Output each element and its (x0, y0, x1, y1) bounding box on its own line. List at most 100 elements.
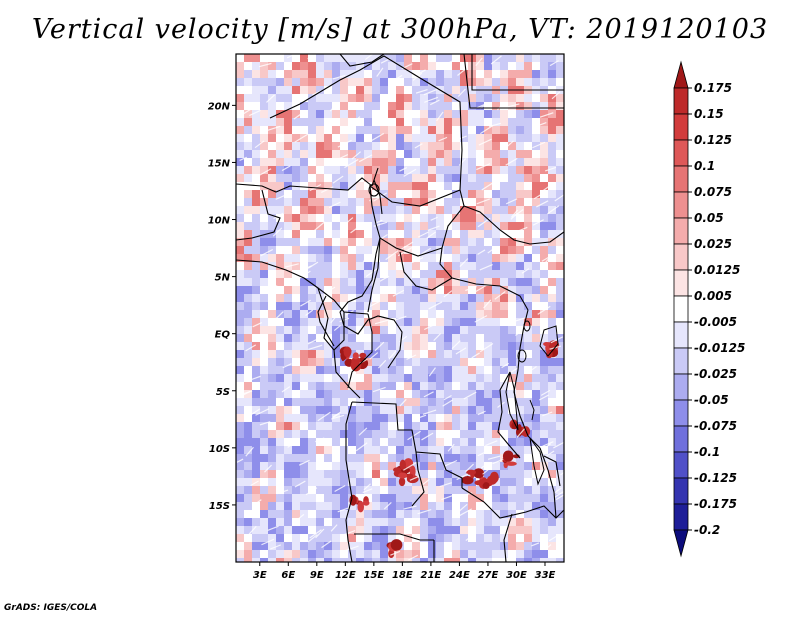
field-cell (388, 142, 399, 152)
field-cell (260, 382, 271, 391)
field-cell (260, 238, 271, 248)
field-cell (236, 182, 246, 192)
field-cell (484, 558, 494, 562)
field-cell (548, 102, 557, 112)
field-cell (460, 310, 471, 319)
field-streak (478, 138, 492, 146)
field-cell (340, 222, 350, 231)
field-cell (532, 118, 543, 129)
field-cell (412, 198, 423, 208)
field-cell (300, 478, 309, 489)
field-cell (268, 262, 279, 271)
field-cell (236, 350, 247, 361)
field-cell (532, 102, 542, 111)
field-cell (396, 110, 406, 121)
field-cell (260, 86, 271, 97)
field-cell (268, 462, 277, 472)
field-cell (460, 406, 469, 417)
field-cell (364, 118, 374, 127)
field-cell (252, 398, 263, 408)
field-cell (484, 118, 494, 129)
field-cell (412, 214, 422, 224)
field-streak (548, 534, 560, 542)
field-cell (340, 94, 351, 105)
field-cell (236, 254, 245, 264)
field-cell (556, 422, 564, 432)
field-cell (484, 158, 494, 167)
field-cell (300, 502, 309, 512)
field-cell (532, 54, 542, 63)
field-cell (540, 126, 549, 137)
field-cell (436, 206, 446, 215)
field-cell (396, 526, 407, 537)
field-cell (244, 382, 255, 393)
field-cell (516, 502, 525, 512)
field-cell (540, 206, 550, 217)
field-cell (524, 526, 533, 536)
field-cell (236, 358, 245, 367)
field-cell (516, 390, 527, 400)
field-cell (500, 238, 510, 247)
field-cell (388, 286, 399, 297)
field-cell (500, 430, 509, 439)
field-cell (460, 230, 470, 239)
field-cell (476, 414, 485, 423)
field-cell (316, 86, 327, 95)
field-cell (484, 54, 495, 65)
field-cell (404, 478, 415, 488)
field-cell (476, 302, 486, 311)
field-cell (276, 334, 286, 343)
colorbar-label: -0.125 (694, 471, 737, 485)
field-cell (252, 262, 262, 272)
field-cell (548, 150, 557, 159)
field-cell (444, 174, 455, 185)
field-cell (372, 406, 381, 415)
field-cell (492, 526, 501, 535)
field-cell (324, 318, 333, 329)
field-cell (548, 462, 559, 471)
field-cell (236, 102, 245, 113)
field-cell (492, 286, 503, 297)
field-cell (292, 462, 302, 472)
field-cell (260, 302, 271, 313)
field-cell (428, 374, 438, 385)
field-cell (284, 86, 295, 95)
field-cell (508, 126, 519, 137)
field-cell (268, 166, 277, 177)
field-cell (452, 142, 462, 152)
field-cell (484, 166, 493, 177)
field-streak (505, 157, 518, 166)
field-cell (316, 62, 326, 72)
field-cell (380, 270, 389, 279)
field-cell (276, 326, 286, 335)
field-cell (532, 350, 543, 360)
field-cell (404, 446, 414, 456)
field-cell (364, 502, 375, 513)
field-cell (500, 390, 509, 401)
field-cell (524, 518, 535, 528)
field-cell (316, 366, 327, 376)
field-streak (344, 158, 359, 169)
field-cell (324, 174, 334, 183)
field-cell (428, 78, 438, 88)
field-cell (396, 358, 405, 369)
field-cell (556, 318, 564, 327)
colorbar: 0.1750.150.1250.10.0750.050.0250.01250.0… (673, 60, 745, 558)
field-streak (553, 441, 564, 449)
field-cell (388, 398, 399, 407)
field-cell (388, 358, 399, 369)
field-cell (484, 294, 493, 305)
field-cell (548, 222, 557, 233)
field-cell (396, 294, 406, 303)
field-cell (356, 286, 366, 297)
field-cell (404, 190, 414, 199)
field-cell (236, 494, 246, 503)
field-cell (548, 406, 557, 415)
field-cell (300, 78, 309, 87)
field-cell (316, 262, 326, 273)
field-cell (324, 62, 334, 72)
field-cell (316, 558, 327, 562)
field-cell (396, 158, 406, 168)
field-cell (356, 150, 367, 159)
field-streak (426, 231, 437, 239)
